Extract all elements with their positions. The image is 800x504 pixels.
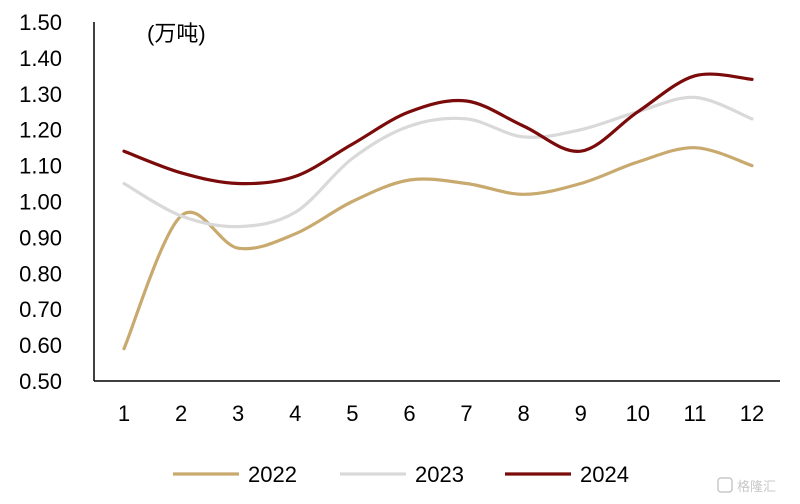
x-tick-label: 8	[518, 401, 530, 426]
series-line-2022	[122, 146, 754, 351]
x-tick-label: 11	[683, 401, 706, 426]
series-lines	[122, 72, 754, 351]
axes	[93, 22, 780, 382]
x-tick-label: 6	[403, 401, 415, 426]
y-tick-label: 1.40	[19, 46, 62, 71]
y-tick-label: 1.50	[19, 10, 62, 35]
series-line-2023	[122, 95, 754, 229]
x-tick-labels: 1 2 3 4 5 6 7 8 9 10 11 12	[118, 401, 764, 426]
x-tick-label: 1	[118, 401, 130, 426]
legend: 2022 2023 2024	[173, 462, 629, 487]
y-tick-label: 0.70	[19, 297, 62, 322]
watermark-text: 格隆汇	[737, 479, 776, 495]
y-tick-label: 1.10	[19, 154, 62, 179]
x-tick-label: 12	[740, 401, 764, 426]
watermark: 格隆汇	[717, 477, 776, 495]
unit-label: (万吨)	[147, 21, 206, 46]
legend-label-2023: 2023	[415, 462, 464, 487]
y-tick-label: 0.50	[19, 369, 62, 394]
y-tick-labels: 0.50 0.60 0.70 0.80 0.90 1.00 1.10 1.20 1.30 1.40…	[19, 10, 62, 394]
legend-label-2022: 2022	[248, 462, 297, 487]
y-tick-label: 1.20	[19, 118, 62, 143]
y-tick-label: 0.60	[19, 333, 62, 358]
x-tick-label: 7	[460, 401, 472, 426]
logo-icon	[717, 477, 733, 493]
x-tick-label: 5	[346, 401, 358, 426]
x-tick-label: 9	[575, 401, 587, 426]
series-line-2024	[122, 72, 754, 186]
x-tick-label: 2	[175, 401, 187, 426]
x-tick-label: 10	[626, 401, 650, 426]
y-tick-label: 1.00	[19, 190, 62, 215]
y-tick-label: 0.90	[19, 225, 62, 250]
x-tick-label: 3	[232, 401, 244, 426]
x-tick-label: 4	[289, 401, 301, 426]
y-tick-label: 1.30	[19, 82, 62, 107]
legend-label-2024: 2024	[580, 462, 629, 487]
y-tick-label: 0.80	[19, 261, 62, 286]
